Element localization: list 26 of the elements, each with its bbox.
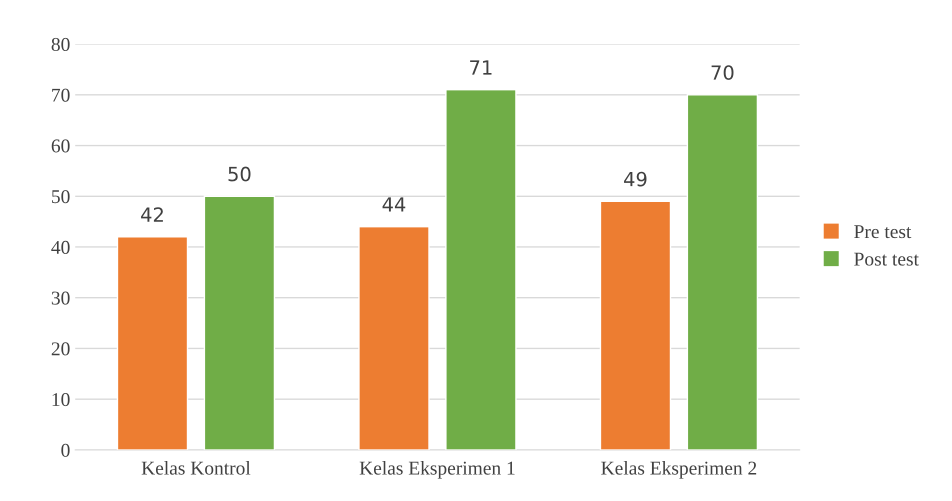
y-tick-label: 70 <box>52 88 70 102</box>
bar <box>445 89 517 450</box>
bar <box>686 94 758 450</box>
bar <box>204 196 276 450</box>
legend-label: Pre test <box>854 225 912 238</box>
x-tick-label: Kelas Eksperimen 2 <box>601 461 756 479</box>
bar <box>116 236 188 450</box>
y-tick-label: 60 <box>52 139 70 152</box>
data-label: 44 <box>382 197 406 212</box>
legend-label: Post test <box>854 252 919 266</box>
data-label: 50 <box>228 166 250 182</box>
bar <box>358 226 430 450</box>
y-tick-label: 30 <box>52 292 70 305</box>
bar <box>600 200 672 450</box>
y-tick-label: 10 <box>52 392 70 406</box>
y-tick-label: 80 <box>52 38 70 52</box>
data-label: 42 <box>141 207 163 222</box>
y-tick-label: 20 <box>52 342 70 356</box>
data-label: 71 <box>470 60 492 75</box>
data-label: 70 <box>712 65 734 80</box>
x-tick-label: Kelas Kontrol <box>142 461 250 475</box>
y-tick-label: 0 <box>61 444 70 457</box>
x-tick-label: Kelas Eksperimen 1 <box>360 461 515 479</box>
data-label: 49 <box>624 172 646 186</box>
y-tick-label: 50 <box>52 190 70 204</box>
y-tick-label: 40 <box>51 240 70 254</box>
